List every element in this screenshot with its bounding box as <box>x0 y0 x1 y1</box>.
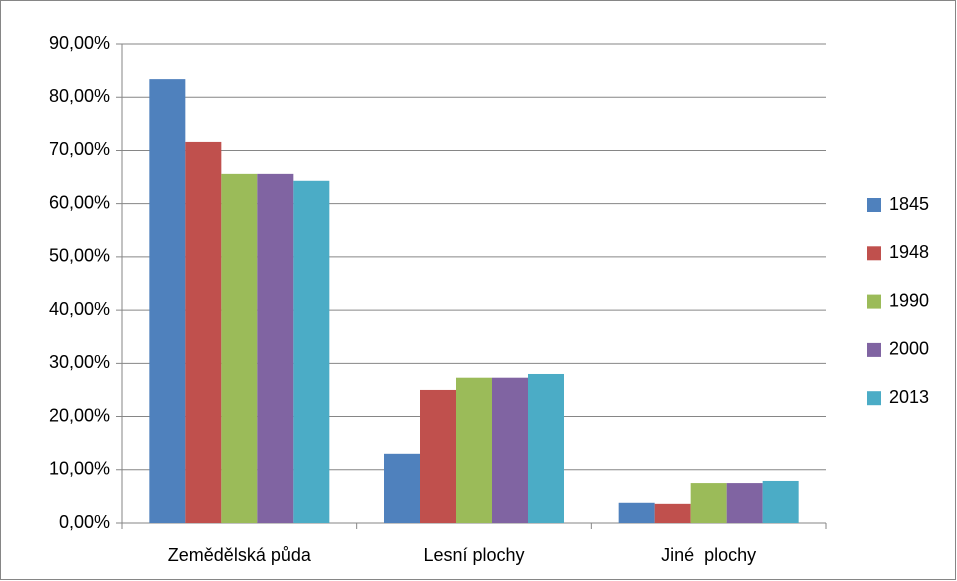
bar <box>384 453 420 523</box>
legend-label: 2013 <box>889 387 929 407</box>
y-tick-label: 10,00% <box>49 459 110 479</box>
legend-label: 1948 <box>889 242 929 262</box>
bar <box>456 377 492 523</box>
legend-swatch <box>867 391 881 406</box>
bar <box>185 141 222 523</box>
x-tick-label: Lesní plochy <box>423 545 524 565</box>
bar <box>654 503 691 523</box>
y-tick-label: 60,00% <box>49 192 110 212</box>
legend-swatch <box>867 294 881 309</box>
y-tick-label: 90,00% <box>49 33 110 53</box>
bar <box>257 173 294 523</box>
bar <box>528 373 564 523</box>
y-tick-label: 0,00% <box>59 512 110 532</box>
bar <box>492 377 528 523</box>
y-tick-label: 50,00% <box>49 246 110 266</box>
y-tick-label: 40,00% <box>49 299 110 319</box>
bar <box>726 483 763 523</box>
bar <box>149 79 186 524</box>
y-tick-label: 80,00% <box>49 86 110 106</box>
legend-swatch <box>867 246 881 261</box>
bar <box>221 173 258 523</box>
bar <box>618 502 655 523</box>
legend-label: 2000 <box>889 339 929 359</box>
legend-swatch <box>867 198 881 212</box>
legend-label: 1990 <box>889 290 929 310</box>
x-tick-label: Jiné plochy <box>661 545 756 565</box>
legend-swatch <box>867 342 881 357</box>
y-tick-label: 70,00% <box>49 139 110 159</box>
bar <box>420 389 456 523</box>
y-tick-label: 20,00% <box>49 405 110 425</box>
bar <box>690 483 727 523</box>
x-tick-label: Zemědělská půda <box>168 545 312 565</box>
bar <box>293 180 330 523</box>
bar <box>762 480 799 523</box>
legend-label: 1845 <box>889 194 929 214</box>
y-tick-label: 30,00% <box>49 352 110 372</box>
